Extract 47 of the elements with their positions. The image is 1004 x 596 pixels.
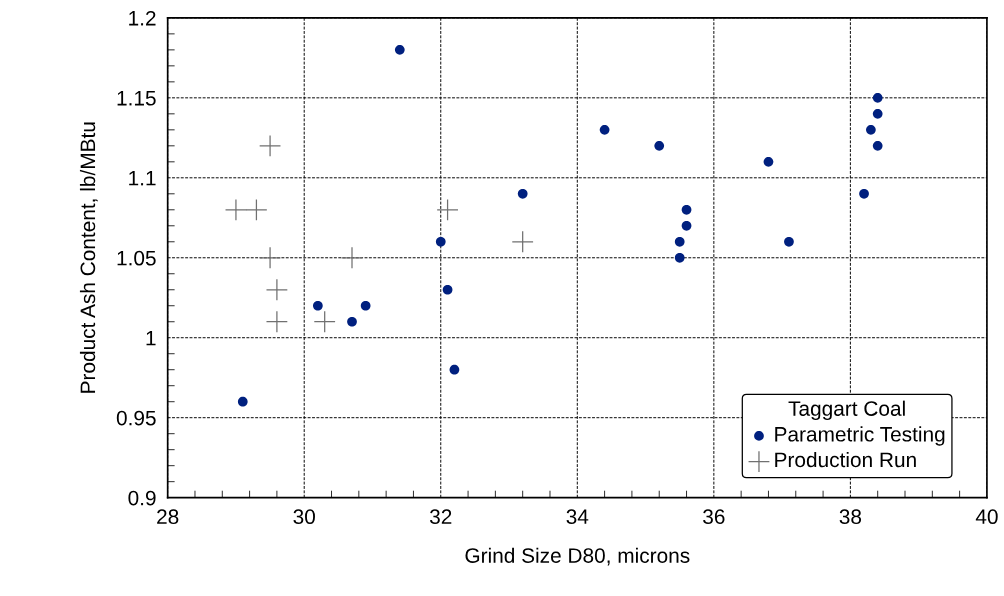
point (225, 199, 247, 221)
y-tick-label: 0.9 (128, 490, 156, 506)
point (872, 108, 883, 119)
point (681, 220, 692, 231)
y-tick-label: 1.05 (117, 250, 156, 266)
point (341, 247, 363, 269)
point (674, 236, 685, 247)
point (674, 252, 685, 263)
point (259, 135, 281, 157)
point (259, 247, 281, 269)
legend-title: Taggart Coal (788, 400, 905, 421)
y-tick-label: 1.15 (117, 91, 156, 106)
point (435, 236, 446, 247)
point (517, 188, 528, 199)
legend-label: Parametric Testing (775, 426, 945, 446)
point (872, 92, 883, 103)
legend-label: Production Run (775, 451, 916, 468)
point (266, 279, 288, 301)
y-tick-label: 1.1 (129, 171, 156, 186)
x-tick-label: 34 (566, 509, 589, 525)
point (872, 140, 883, 151)
y-tick-label: 1.2 (129, 10, 156, 26)
point (654, 140, 665, 151)
point (266, 311, 288, 333)
x-tick-label: 30 (293, 509, 315, 525)
point (681, 204, 692, 215)
point (784, 236, 794, 247)
point (859, 188, 869, 199)
point (347, 316, 357, 327)
point (442, 284, 453, 295)
point (237, 396, 248, 407)
point (449, 364, 460, 375)
point (866, 124, 876, 135)
x-axis-title: Grind Size D80, microns (465, 547, 690, 566)
point (360, 300, 371, 311)
point (313, 300, 323, 311)
x-tick-label: 36 (703, 509, 725, 525)
point (394, 45, 405, 55)
point (763, 156, 774, 167)
x-tick-label: 28 (157, 509, 179, 525)
y-tick-label: 0.95 (116, 410, 156, 426)
x-tick-label: 38 (839, 509, 862, 525)
x-tick-label: 40 (975, 509, 998, 525)
point (599, 124, 610, 135)
y-tick-label: 1 (146, 330, 156, 346)
x-tick-label: 32 (429, 509, 452, 525)
y-axis-title: Product Ash Content, lb/MBtu (79, 122, 98, 393)
